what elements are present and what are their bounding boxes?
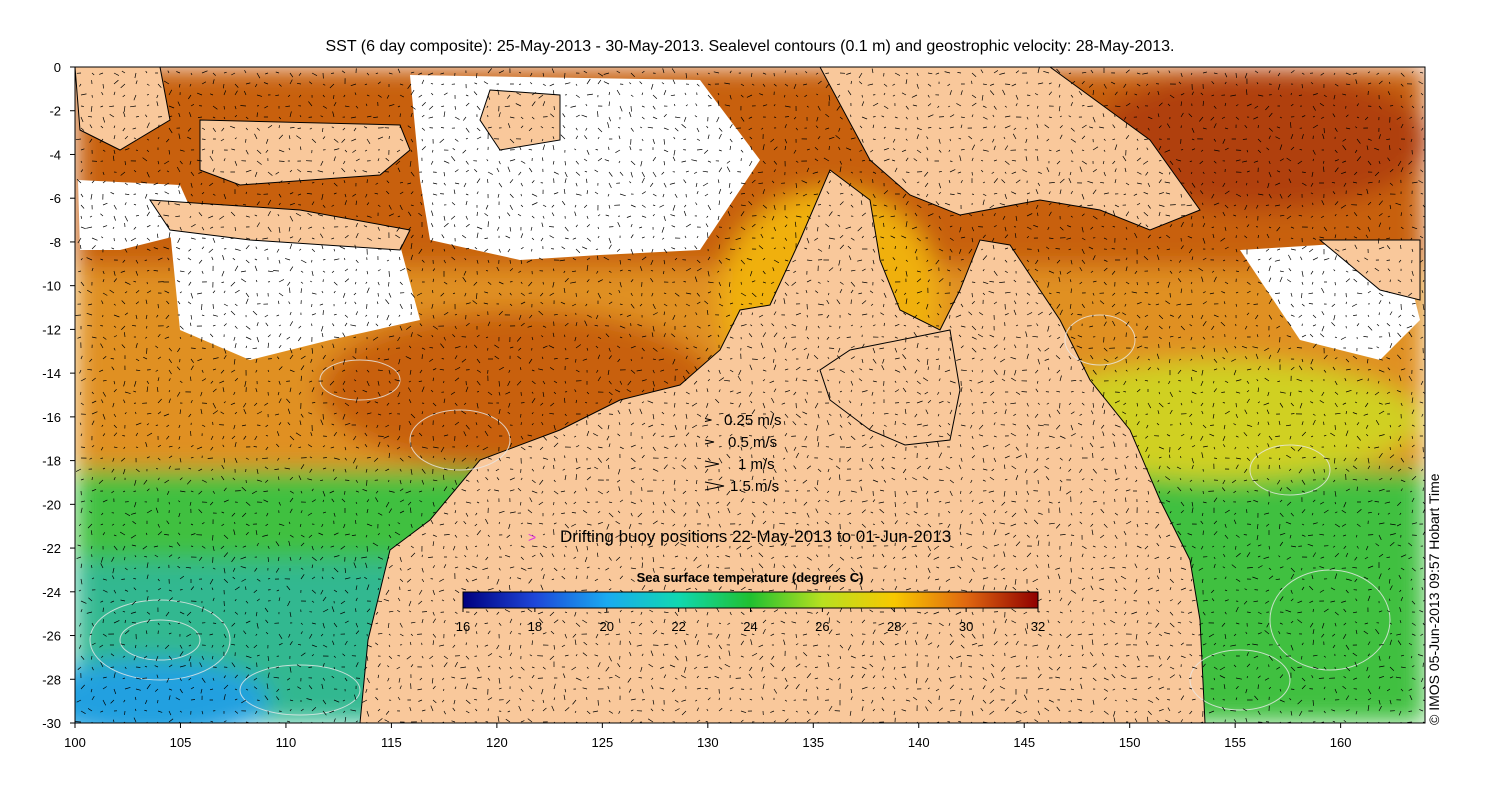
y-tick-label: -12 <box>42 322 61 337</box>
y-tick-label: -26 <box>42 629 61 644</box>
colorbar-tick-label: 24 <box>743 619 757 634</box>
y-tick-label: -24 <box>42 585 61 600</box>
x-tick-label: 135 <box>802 735 824 750</box>
x-tick-label: 145 <box>1013 735 1035 750</box>
y-tick-label: -22 <box>42 541 61 556</box>
colorbar-tick-label: 18 <box>528 619 542 634</box>
x-tick-label: 155 <box>1224 735 1246 750</box>
x-tick-label: 125 <box>591 735 613 750</box>
x-tick-label: 150 <box>1119 735 1141 750</box>
colorbar-tick-label: 26 <box>815 619 829 634</box>
y-tick-label: -14 <box>42 366 61 381</box>
y-axis: 0 -2 -4 -6 -8 -10 -12 -14 -16 -18 -20 -22 -24 -26 -28 -… <box>42 60 75 731</box>
velocity-legend-label: 1.5 m/s <box>730 478 779 495</box>
x-tick-label: 160 <box>1330 735 1352 750</box>
land <box>75 67 1421 723</box>
velocity-legend-arrow <box>704 418 712 422</box>
buoy-legend: > Drifting buoy positions 22-May-2013 to… <box>528 527 951 546</box>
velocity-legend-arrow <box>704 439 715 445</box>
y-tick-label: -2 <box>49 104 61 119</box>
velocity-legend-label: 0.5 m/s <box>728 434 777 451</box>
y-tick-label: -30 <box>42 716 61 731</box>
y-tick-label: -20 <box>42 497 61 512</box>
colorbar-scale <box>462 591 1039 609</box>
velocity-legend-arrow <box>704 481 725 491</box>
velocity-legend-arrow <box>704 460 720 468</box>
colorbar-tick-label: 28 <box>887 619 901 634</box>
colorbar-tick-label: 16 <box>456 619 470 634</box>
x-tick-label: 100 <box>64 735 86 750</box>
x-tick-label: 110 <box>276 735 297 750</box>
velocity-vectors <box>75 67 1425 723</box>
copyright-credit: © IMOS 05-Jun-2013 09:57 Hobart Time <box>1426 473 1442 725</box>
x-tick-label: 130 <box>697 735 719 750</box>
y-tick-label: 0 <box>54 60 61 75</box>
colorbar-tick-label: 30 <box>959 619 973 634</box>
colorbar-tick-label: 20 <box>600 619 614 634</box>
cloud-mask <box>78 75 1420 360</box>
map-title: SST (6 day composite): 25-May-2013 - 30-… <box>325 38 1175 55</box>
velocity-legend: 0.25 m/s 0.5 m/s 1 m/s 1.5 m/s <box>704 412 782 495</box>
x-tick-label: 120 <box>486 735 508 750</box>
buoy-legend-label: Drifting buoy positions 22-May-2013 to 0… <box>560 527 951 546</box>
y-tick-label: -28 <box>42 672 61 687</box>
velocity-legend-label: 0.25 m/s <box>724 412 782 429</box>
map-area <box>75 67 1425 723</box>
colorbar-tick-label: 32 <box>1031 619 1045 634</box>
x-tick-label: 115 <box>381 735 402 750</box>
x-axis: 100 105 110 115 120 125 130 135 140 145 150 155 160 <box>64 723 1351 750</box>
y-tick-label: -10 <box>42 279 61 294</box>
colorbar: Sea surface temperature (degrees C) 16 18… <box>456 570 1045 634</box>
colorbar-ticks: 16 18 20 22 24 26 28 30 32 <box>456 608 1045 634</box>
sealevel-contours <box>89 314 1391 716</box>
y-tick-label: -18 <box>42 454 61 469</box>
velocity-arrow-path <box>75 67 1425 723</box>
x-tick-label: 140 <box>908 735 930 750</box>
y-tick-label: -4 <box>49 147 61 162</box>
x-tick-label: 105 <box>170 735 192 750</box>
colorbar-tick-label: 22 <box>671 619 685 634</box>
y-tick-label: -16 <box>42 410 61 425</box>
y-tick-label: -8 <box>49 235 61 250</box>
map-frame <box>74 66 1426 724</box>
y-tick-label: -6 <box>49 191 61 206</box>
colorbar-title: Sea surface temperature (degrees C) <box>637 570 864 585</box>
buoy-symbol: > <box>528 529 536 545</box>
velocity-legend-label: 1 m/s <box>738 456 775 473</box>
